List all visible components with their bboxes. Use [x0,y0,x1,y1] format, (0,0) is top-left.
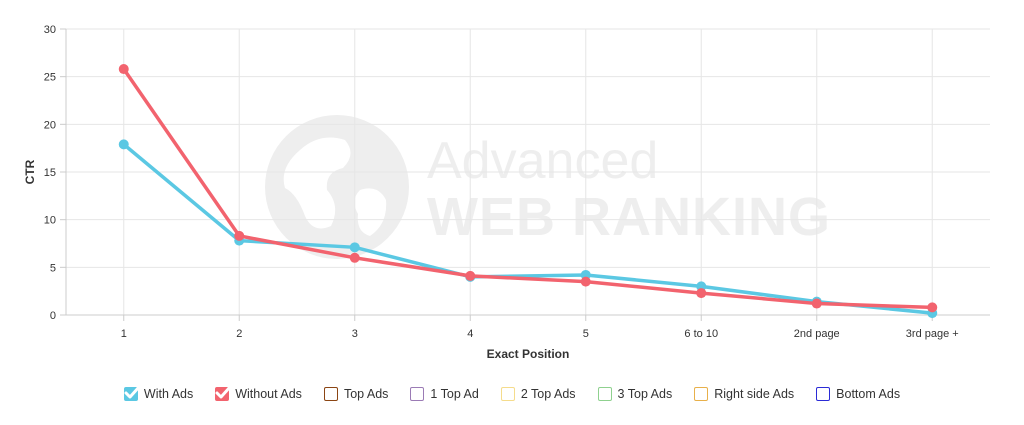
legend-label: Bottom Ads [836,387,901,401]
ctr-line-chart: Advanced WEB RANKING 0 5 10 15 20 25 30 1 2 3 4 5 6 … [23,24,990,361]
x-tick-label: 2 [236,328,242,340]
legend: With Ads Without Ads Top Ads 1 Top Ad 2 Top … [0,385,1024,401]
y-tick-label: 10 [44,215,56,227]
legend-item-2-top-ads[interactable]: 2 Top Ads [500,387,576,401]
legend-item-bottom-ads[interactable]: Bottom Ads [816,387,900,401]
x-tick-label: 1 [121,328,127,340]
legend-item-right-side-ads[interactable]: Right side Ads [694,387,794,401]
x-tick-label: 2nd page [794,328,840,340]
legend-item-top-ads[interactable]: Top Ads [323,387,389,401]
legend-item-3-top-ads[interactable]: 3 Top Ads [597,387,673,401]
globe-continent-shape [283,137,387,236]
y-tick-label: 20 [44,119,56,131]
y-tick-label: 30 [44,24,56,36]
series-line[interactable] [122,67,934,310]
y-tick-label: 0 [50,310,56,322]
checkbox-empty-icon[interactable] [597,387,612,401]
legend-label: Top Ads [343,387,389,401]
watermark-logo: Advanced WEB RANKING [265,115,831,259]
y-tick-label: 15 [44,167,56,179]
legend-label: Without Ads [235,387,302,401]
x-tick-label: 4 [467,328,473,340]
checkbox-empty-icon[interactable] [694,387,709,401]
legend-label: With Ads [143,387,194,401]
data-point[interactable] [118,139,129,150]
x-tick-label: 5 [583,328,589,340]
legend-item-1-top-ad[interactable]: 1 Top Ad [410,387,479,401]
x-tick-label: 3rd page + [906,328,959,340]
data-point[interactable] [927,302,938,313]
data-point[interactable] [349,252,360,263]
series-layer [118,64,938,319]
y-tick-label: 25 [44,72,56,84]
y-tick-label: 5 [50,262,56,274]
data-point[interactable] [465,270,476,281]
legend-label: Right side Ads [714,387,795,401]
x-tick-label: 3 [352,328,358,340]
data-point[interactable] [118,64,129,75]
checkbox-empty-icon[interactable] [500,387,515,401]
series-without-ads[interactable] [118,64,938,313]
checkbox-checked-icon[interactable] [215,385,232,401]
x-axis-title: Exact Position [487,347,570,361]
data-point[interactable] [349,242,360,253]
checkbox-empty-icon[interactable] [323,387,338,401]
legend-item-with-ads[interactable]: With Ads [123,385,194,401]
checkbox-empty-icon[interactable] [816,387,831,401]
legend-item-without-ads[interactable]: Without Ads [215,385,302,401]
series-line[interactable] [122,142,934,315]
legend-label: 1 Top Ad [430,387,479,401]
checkbox-checked-icon[interactable] [123,385,141,401]
watermark-line2: WEB RANKING [427,187,831,247]
data-point[interactable] [696,288,707,299]
data-point[interactable] [580,276,591,287]
checkbox-empty-icon[interactable] [410,387,425,401]
grid-lines [66,28,990,315]
legend-label: 3 Top Ads [617,387,673,401]
x-tick-label: 6 to 10 [684,328,718,340]
data-point[interactable] [234,230,245,241]
watermark-line1: Advanced [427,132,658,190]
data-point[interactable] [811,298,822,309]
legend-label: 2 Top Ads [520,387,576,401]
axes: 0 5 10 15 20 25 30 1 2 3 4 5 6 to 10 2nd page 3rd page… [44,24,990,340]
y-axis-title: CTR [23,159,37,184]
